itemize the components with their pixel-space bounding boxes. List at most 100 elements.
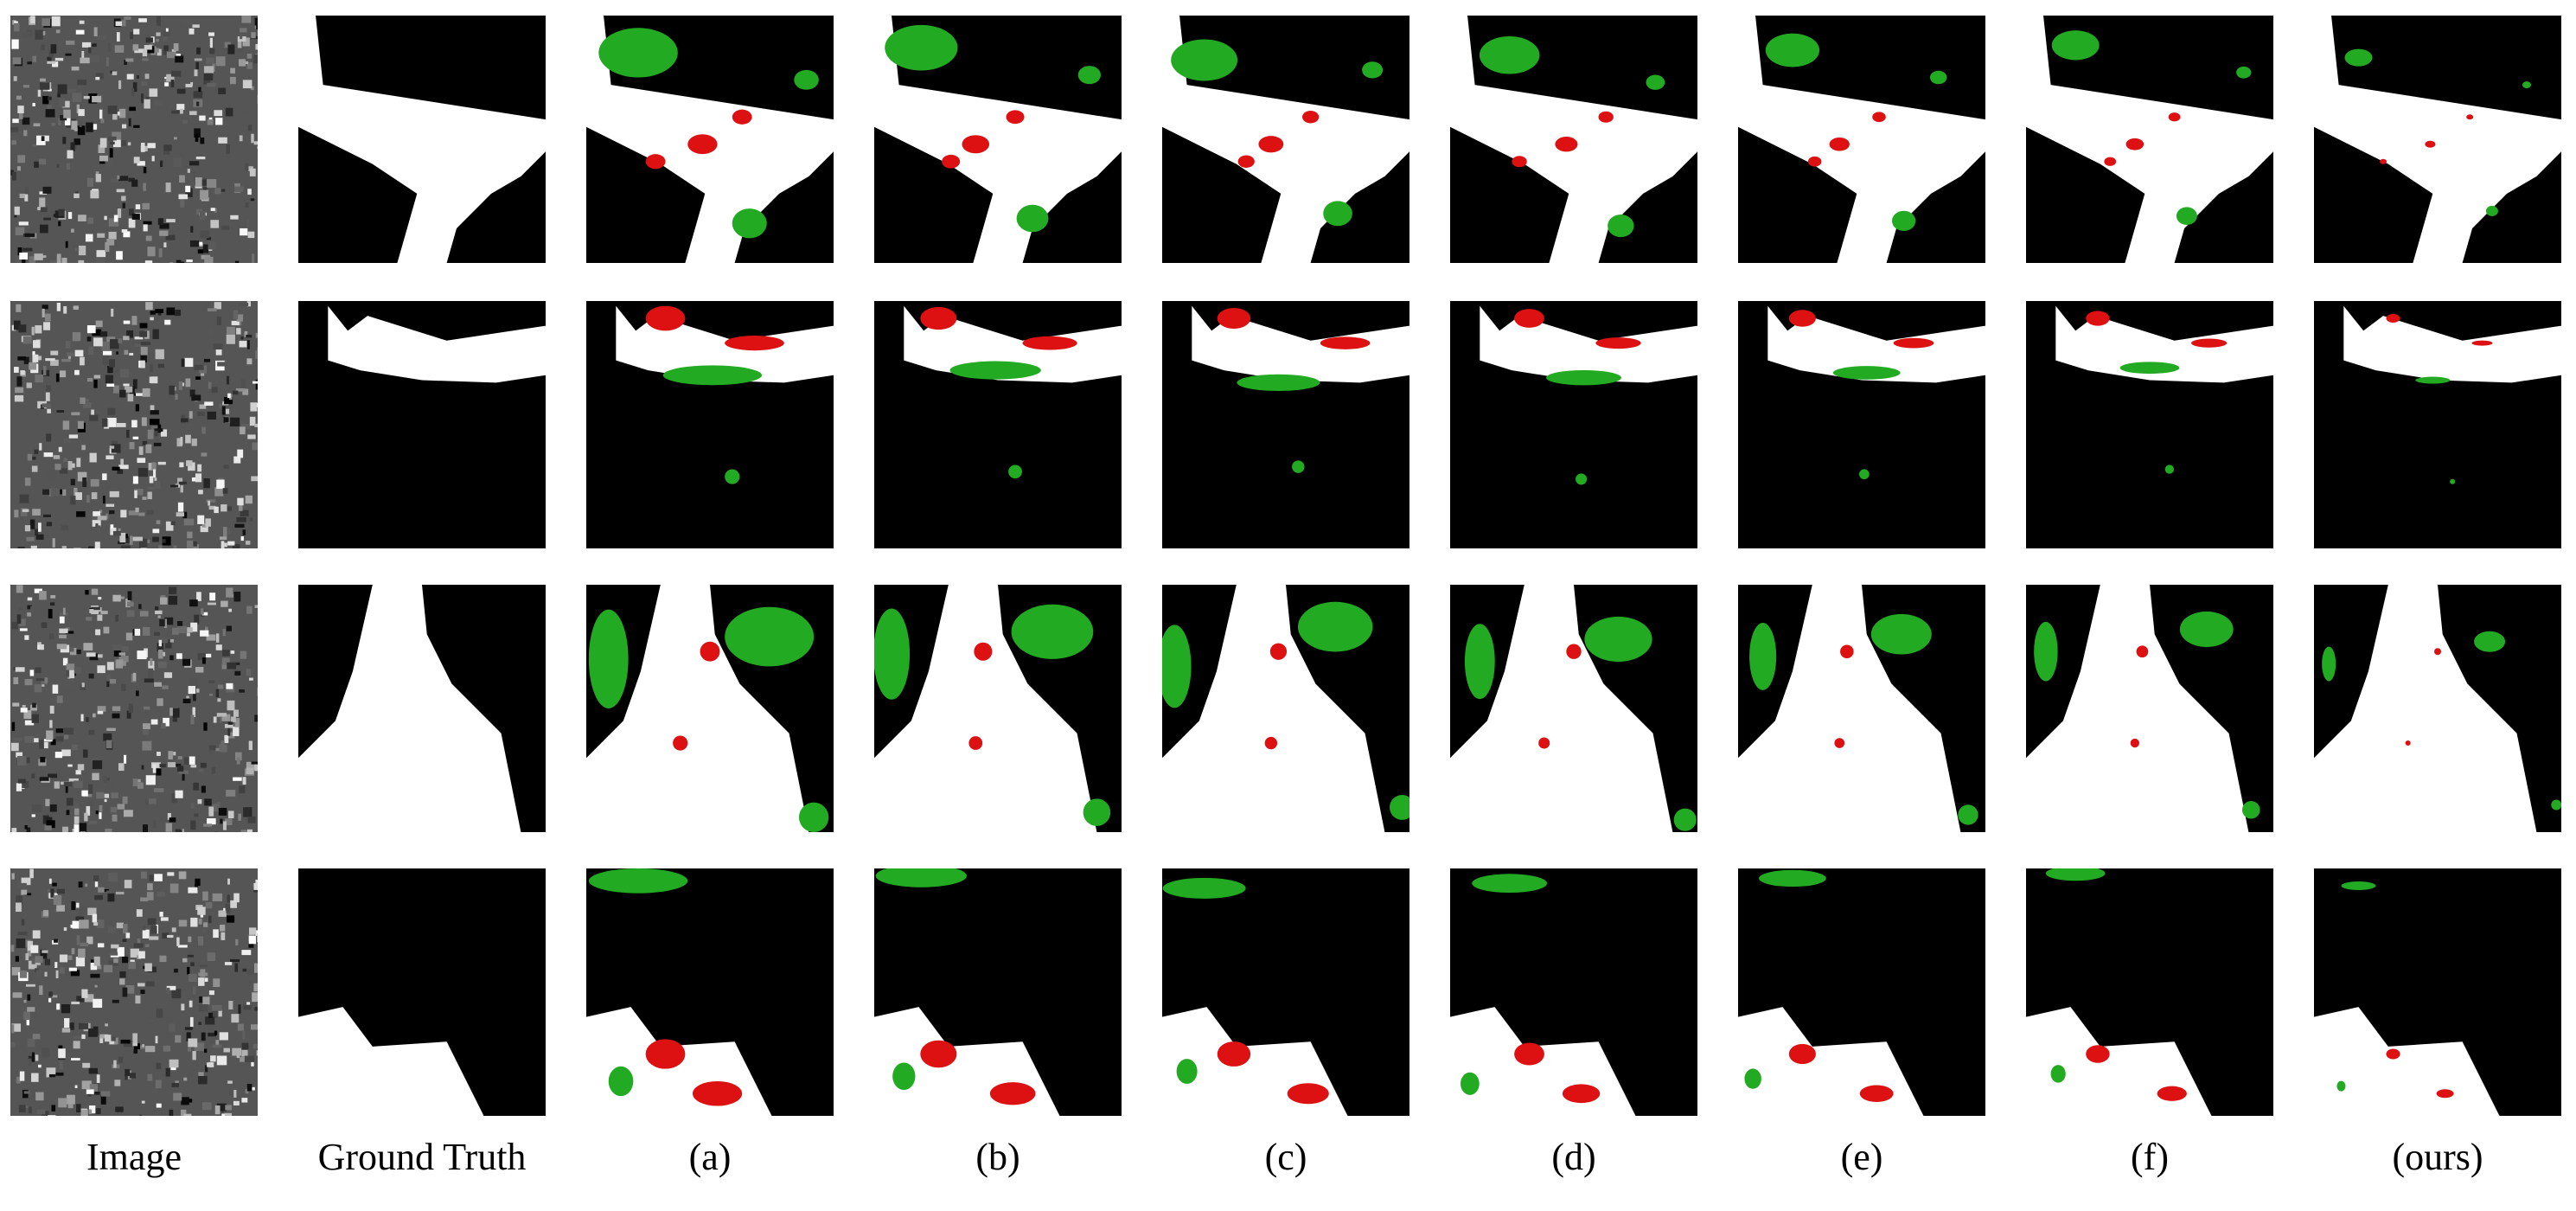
segmentation-mask: [586, 585, 834, 832]
texture-speck: [89, 414, 99, 421]
texture-speck: [177, 621, 183, 631]
texture-speck: [80, 356, 85, 366]
texture-speck: [229, 417, 240, 427]
texture-speck: [203, 823, 213, 827]
prediction-tile: [1738, 585, 1985, 832]
texture-speck: [208, 751, 214, 754]
texture-speck: [189, 599, 198, 607]
texture-speck: [51, 16, 61, 27]
texture-speck: [182, 658, 191, 666]
texture-speck: [211, 387, 218, 394]
texture-speck: [29, 670, 35, 676]
texture-speck: [157, 16, 161, 26]
texture-speck: [32, 509, 41, 516]
texture-speck: [144, 963, 152, 971]
texture-speck: [252, 253, 255, 263]
texture-speck: [211, 766, 216, 774]
texture-speck: [215, 633, 220, 643]
texture-speck: [36, 970, 42, 977]
false-alarm-region: [920, 306, 957, 330]
texture-speck: [46, 820, 55, 829]
missed-region: [1008, 465, 1022, 479]
texture-speck: [203, 66, 214, 74]
texture-speck: [82, 1062, 91, 1068]
texture-speck: [239, 135, 243, 142]
texture-speck: [252, 992, 258, 1003]
texture-speck: [188, 685, 196, 695]
texture-speck: [181, 358, 185, 368]
texture-speck: [190, 917, 198, 927]
texture-speck: [157, 698, 163, 707]
texture-speck: [168, 751, 173, 759]
texture-speck: [156, 520, 161, 524]
texture-speck: [253, 54, 258, 64]
texture-speck: [75, 29, 85, 35]
texture-speck: [246, 669, 252, 676]
texture-speck: [59, 489, 65, 495]
texture-speck: [201, 785, 206, 793]
missed-region: [798, 802, 829, 832]
segmentation-mask: [1738, 868, 1985, 1116]
texture-speck: [227, 528, 231, 535]
texture-speck: [122, 939, 127, 942]
texture-speck: [100, 1094, 106, 1105]
texture-speck: [93, 379, 98, 388]
texture-speck: [183, 1113, 192, 1116]
texture-speck: [182, 772, 185, 781]
texture-speck: [11, 721, 16, 732]
texture-speck: [187, 169, 190, 173]
texture-speck: [66, 810, 70, 816]
texture-speck: [43, 514, 51, 517]
segmentation-mask: [1450, 16, 1697, 263]
texture-speck: [17, 546, 25, 548]
texture-speck: [77, 125, 86, 136]
texture-speck: [198, 918, 202, 925]
false-alarm-region: [1788, 310, 1816, 327]
texture-speck: [118, 652, 125, 656]
missed-region: [1545, 369, 1621, 386]
texture-speck: [208, 500, 211, 506]
texture-speck: [145, 775, 156, 785]
texture-speck: [90, 973, 100, 978]
texture-speck: [128, 208, 134, 216]
texture-speck: [203, 358, 211, 362]
texture-speck: [213, 929, 219, 939]
texture-speck: [13, 676, 19, 684]
texture-speck: [234, 718, 240, 727]
texture-speck: [97, 516, 107, 521]
texture-speck: [232, 544, 240, 548]
texture-speck: [234, 369, 242, 375]
texture-speck: [246, 340, 250, 349]
texture-speck: [193, 692, 196, 702]
texture-speck: [107, 926, 117, 933]
texture-speck: [91, 588, 99, 595]
texture-speck: [207, 1062, 214, 1067]
texture-speck: [86, 717, 89, 722]
texture-speck: [83, 95, 90, 99]
texture-speck: [157, 752, 161, 756]
texture-speck: [35, 1092, 44, 1101]
texture-speck: [27, 1007, 35, 1012]
texture-speck: [196, 592, 201, 601]
texture-speck: [16, 1076, 21, 1084]
texture-speck: [23, 893, 32, 896]
texture-speck: [176, 653, 182, 659]
texture-speck: [106, 675, 112, 682]
missed-region: [725, 606, 815, 667]
texture-speck: [118, 541, 125, 544]
texture-speck: [209, 48, 215, 54]
texture-speck: [240, 28, 247, 33]
texture-speck: [245, 202, 249, 208]
foreground-region: [1738, 16, 1985, 263]
texture-speck: [240, 509, 249, 517]
texture-speck: [250, 86, 254, 91]
texture-speck: [39, 985, 43, 996]
texture-speck: [123, 320, 131, 324]
texture-speck: [56, 163, 60, 168]
texture-speck: [179, 108, 183, 114]
missed-region: [1162, 877, 1246, 899]
texture-speck: [199, 210, 206, 221]
texture-speck: [197, 249, 204, 254]
texture-speck: [197, 464, 202, 472]
texture-speck: [75, 916, 85, 921]
